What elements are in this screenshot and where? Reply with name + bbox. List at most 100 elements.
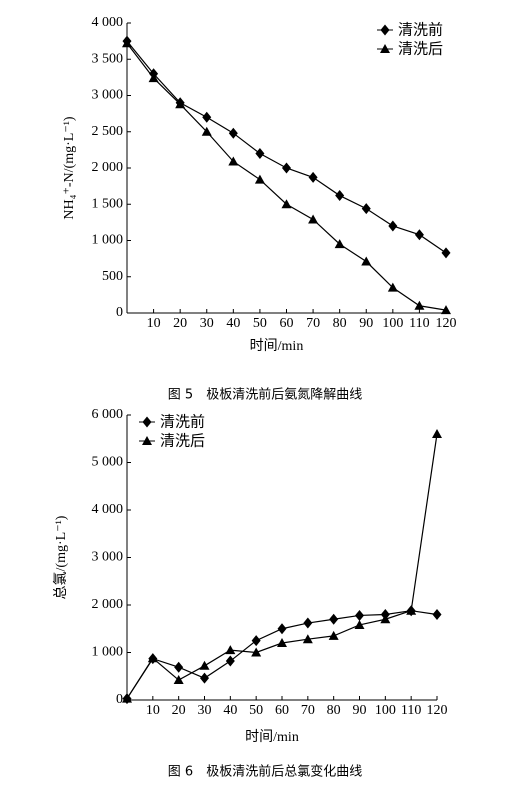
y-tick-label: 4 000: [92, 15, 124, 30]
x-tick-label: 60: [275, 703, 289, 718]
point-marker: [406, 605, 417, 615]
x-axis-label: 时间/min: [250, 338, 304, 354]
legend-label: 清洗前: [160, 413, 205, 431]
x-tick-label: 70: [301, 703, 315, 718]
y-axis-label: 总氯/(mg·L⁻¹): [53, 515, 69, 599]
point-marker: [282, 162, 291, 174]
point-marker: [361, 256, 372, 266]
x-tick-label: 60: [280, 316, 294, 331]
y-tick-label: 0: [116, 692, 123, 707]
x-tick-label: 30: [200, 316, 214, 331]
x-tick-label: 80: [333, 316, 347, 331]
point-marker: [361, 203, 371, 215]
point-marker: [201, 126, 212, 136]
point-marker: [173, 675, 184, 685]
x-tick-label: 50: [249, 703, 263, 718]
y-tick-label: 2 000: [92, 597, 124, 612]
point-marker: [334, 239, 345, 249]
x-axis-label: 时间/min: [245, 729, 299, 745]
legend-label: 清洗后: [160, 432, 205, 450]
point-marker: [414, 229, 424, 241]
point-marker: [200, 672, 209, 684]
point-marker: [335, 190, 345, 202]
point-marker: [174, 661, 184, 673]
point-marker: [228, 127, 238, 139]
point-marker: [225, 655, 235, 667]
point-marker: [122, 693, 132, 703]
legend-label: 清洗后: [398, 40, 443, 58]
x-tick-label: 80: [327, 703, 341, 718]
y-tick-label: 2 000: [92, 160, 124, 175]
caption: 图 6 极板清洗前后总氯变化曲线: [168, 764, 362, 780]
x-tick-label: 110: [409, 316, 429, 331]
point-marker: [388, 220, 398, 232]
y-tick-label: 3 000: [92, 88, 124, 103]
x-tick-label: 10: [146, 703, 160, 718]
point-marker: [355, 609, 364, 621]
y-axis-label: NH₄⁺-N/(mg·L⁻¹): [62, 116, 77, 220]
point-marker: [228, 156, 239, 166]
point-marker: [148, 73, 159, 83]
point-marker: [329, 613, 339, 625]
point-marker: [302, 634, 313, 644]
point-marker: [142, 416, 152, 428]
y-tick-label: 1 000: [92, 645, 124, 660]
x-tick-label: 70: [306, 316, 320, 331]
series-line: [126, 42, 447, 311]
series-line: [126, 40, 447, 254]
point-marker: [328, 630, 339, 640]
y-tick-label: 5 000: [92, 455, 124, 470]
x-tick-label: 90: [353, 703, 367, 718]
point-marker: [354, 619, 365, 629]
point-marker: [414, 300, 425, 310]
point-marker: [225, 645, 236, 655]
x-tick-label: 90: [359, 316, 373, 331]
y-tick-label: 3 500: [92, 51, 124, 66]
point-marker: [277, 623, 287, 635]
x-tick-label: 120: [427, 703, 448, 718]
x-tick-label: 110: [401, 703, 421, 718]
x-tick-label: 20: [173, 316, 187, 331]
point-marker: [142, 436, 152, 445]
x-tick-label: 120: [436, 316, 457, 331]
point-marker: [255, 148, 265, 159]
x-tick-label: 50: [253, 316, 267, 331]
y-tick-label: 2 500: [92, 124, 124, 139]
point-marker: [308, 171, 318, 183]
point-marker: [380, 24, 390, 36]
point-marker: [303, 617, 313, 629]
point-marker: [380, 44, 390, 53]
legend-label: 清洗前: [398, 21, 443, 39]
x-tick-label: 100: [375, 703, 396, 718]
point-marker: [432, 429, 442, 438]
point-marker: [277, 638, 287, 647]
point-marker: [380, 614, 391, 624]
point-marker: [281, 199, 292, 209]
caption: 图 5 极板清洗前后氨氮降解曲线: [168, 387, 362, 403]
series-line: [126, 433, 438, 699]
x-tick-label: 100: [382, 316, 403, 331]
point-marker: [441, 247, 451, 259]
y-tick-label: 6 000: [92, 407, 124, 422]
point-marker: [202, 111, 212, 123]
y-tick-label: 1 500: [92, 196, 124, 211]
point-marker: [175, 99, 186, 109]
point-marker: [251, 647, 262, 657]
x-tick-label: 30: [198, 703, 212, 718]
x-tick-label: 10: [147, 316, 161, 331]
y-tick-label: 0: [116, 305, 123, 320]
point-marker: [122, 38, 132, 48]
point-marker: [308, 214, 319, 224]
y-tick-label: 500: [102, 269, 123, 284]
point-marker: [432, 609, 442, 620]
y-tick-label: 4 000: [92, 502, 124, 517]
point-marker: [254, 174, 265, 184]
point-marker: [387, 282, 398, 292]
y-tick-label: 3 000: [92, 550, 124, 565]
point-marker: [199, 660, 210, 670]
y-tick-label: 1 000: [92, 233, 124, 248]
x-tick-label: 20: [172, 703, 186, 718]
x-tick-label: 40: [226, 316, 240, 331]
point-marker: [251, 635, 261, 647]
